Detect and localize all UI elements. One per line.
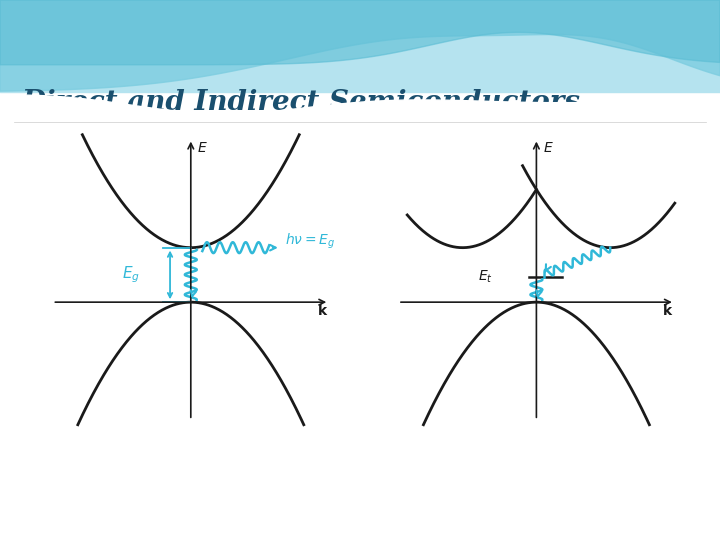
- Text: k: k: [318, 304, 327, 318]
- Text: (b) Indirect: (b) Indirect: [487, 449, 564, 463]
- Text: $h\nu = E_g$: $h\nu = E_g$: [285, 231, 336, 251]
- Text: Direct and indirect electron transitions in semiconductors: (a) direct transitio: Direct and indirect electron transitions…: [14, 483, 451, 494]
- Text: (a) Direct: (a) Direct: [126, 449, 191, 463]
- Text: Direct and Indirect Semiconductors: Direct and Indirect Semiconductors: [22, 89, 580, 116]
- Text: E: E: [544, 141, 552, 155]
- Text: $E_t$: $E_t$: [478, 269, 493, 285]
- Text: with accompanying photon emission; (b) indirect transition via a defect level.: with accompanying photon emission; (b) i…: [14, 503, 447, 514]
- Text: E: E: [198, 141, 207, 155]
- Text: 39: 39: [674, 515, 691, 529]
- Text: $E_g$: $E_g$: [122, 265, 140, 285]
- Text: k: k: [663, 304, 672, 318]
